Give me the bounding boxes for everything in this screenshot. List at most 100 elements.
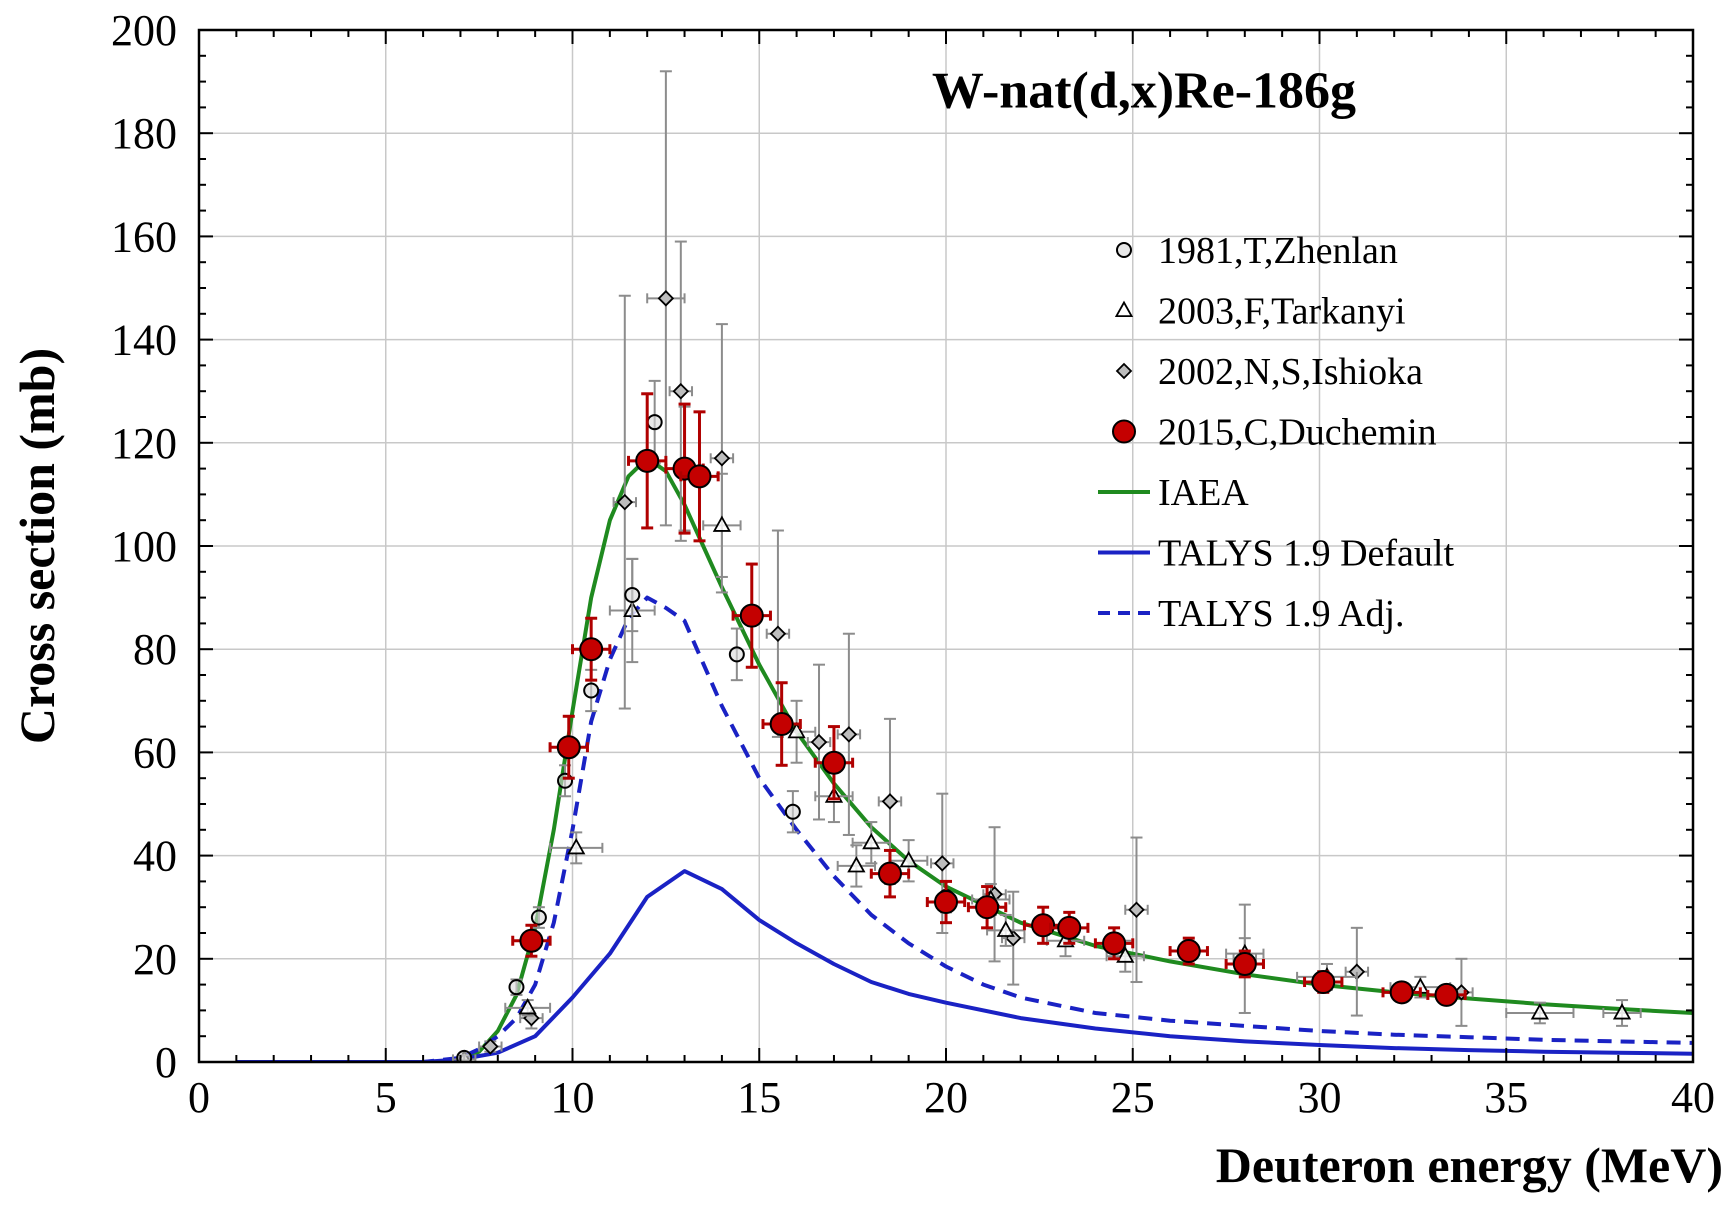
axis-ticks	[198, 29, 1694, 1063]
data-point	[1224, 949, 1265, 979]
marker-circle-filled	[1112, 419, 1136, 444]
data-point	[1505, 1001, 1575, 1025]
data-point	[530, 906, 547, 929]
y-tick-label: 180	[111, 109, 177, 158]
y-tick-label: 120	[111, 419, 177, 468]
data-point	[1049, 910, 1090, 945]
data-point	[806, 663, 832, 821]
y-tick-label: 80	[133, 625, 177, 674]
marker-circle-filled	[579, 637, 604, 662]
data-point	[836, 844, 877, 888]
marker-circle-filled	[687, 464, 712, 489]
data-point	[571, 616, 612, 682]
marker-triangle-open	[862, 832, 881, 850]
data-point	[478, 1038, 503, 1055]
data-point	[702, 472, 742, 578]
data-point	[1303, 970, 1344, 995]
legend-item-talys-1-9-default: TALYS 1.9 Default	[1098, 533, 1454, 575]
x-tick-label: 30	[1298, 1073, 1342, 1122]
data-point	[679, 410, 720, 543]
legend-item-iaea: IAEA	[1098, 472, 1249, 514]
data-point	[1602, 999, 1642, 1027]
data-point	[836, 632, 862, 836]
marker-circle-filled	[1389, 980, 1414, 1005]
marker-circle-filled	[1311, 970, 1336, 995]
marker-circle-filled	[877, 861, 902, 886]
marker-circle-open	[784, 803, 801, 820]
marker-circle-open	[530, 909, 547, 926]
x-tick-label: 35	[1484, 1073, 1528, 1122]
marker-triangle-open	[712, 515, 732, 532]
marker-circle-filled	[1232, 951, 1257, 976]
marker-circle-filled	[1031, 913, 1056, 938]
legend-label: 1981,T,Zhenlan	[1158, 230, 1398, 272]
y-tick-label: 0	[155, 1038, 177, 1087]
data-point	[504, 997, 552, 1017]
y-tick-label: 140	[111, 316, 177, 365]
marker-circle-filled	[769, 712, 794, 737]
marker-circle-filled	[975, 895, 1000, 920]
x-tick-label: 40	[1671, 1073, 1715, 1122]
data-point	[548, 714, 589, 780]
marker-circle-filled	[739, 603, 764, 628]
data-point	[761, 681, 802, 767]
x-tick-label: 10	[551, 1073, 595, 1122]
x-tick-label: 25	[1111, 1073, 1155, 1122]
data-point	[511, 923, 552, 958]
marker-triangle-open	[847, 856, 866, 873]
y-axis-title: Cross section (mb)	[9, 348, 65, 744]
y-tick-label: 160	[111, 212, 177, 261]
marker-circle-filled	[934, 890, 958, 915]
data-point	[1426, 982, 1467, 1007]
marker-circle-filled	[1102, 931, 1127, 956]
marker-circle-filled	[635, 448, 660, 473]
x-axis-title: Deuteron energy (MeV)	[1216, 1137, 1723, 1193]
data-point	[869, 848, 911, 899]
grid-lines	[198, 29, 1694, 1063]
marker-diamond-open	[713, 450, 731, 467]
legend-label: 2003,F,Tarkanyi	[1158, 291, 1406, 333]
data-point	[765, 529, 791, 738]
experimental-data	[451, 70, 1642, 1062]
data-point	[966, 885, 1008, 930]
data-point	[731, 562, 772, 669]
marker-circle-filled	[556, 735, 581, 760]
marker-circle-filled	[1176, 939, 1201, 964]
data-point	[784, 790, 801, 834]
x-tick-label: 20	[924, 1073, 968, 1122]
marker-diamond-open	[657, 290, 675, 307]
marker-triangle-open	[1530, 1003, 1549, 1020]
marker-diamond-open	[933, 855, 951, 872]
x-tick-label: 5	[375, 1073, 397, 1122]
legend-item-2003-f-tarkanyi: 2003,F,Tarkanyi	[1114, 291, 1406, 333]
marker-circle-open	[646, 414, 663, 431]
data-point	[1344, 926, 1370, 1017]
marker-diamond-open	[769, 625, 787, 642]
data-point	[851, 821, 891, 865]
marker-circle-open	[728, 646, 745, 663]
marker-circle-open	[624, 587, 641, 604]
marker-diamond-open	[840, 726, 858, 743]
data-point	[627, 392, 668, 530]
x-tick-label: 15	[737, 1073, 781, 1122]
marker-diamond-open	[881, 793, 899, 810]
y-tick-label: 20	[133, 935, 177, 984]
data-point	[1168, 936, 1209, 966]
marker-circle-open	[508, 979, 525, 996]
data-point	[925, 879, 967, 925]
legend-label: IAEA	[1158, 472, 1249, 514]
data-point	[1381, 980, 1422, 1005]
y-tick-label: 60	[133, 728, 177, 777]
marker-circle-filled	[519, 928, 544, 953]
data-point	[646, 70, 686, 527]
axis-tick-labels: 0 5 10 15 20 25 30 35 40 0 20 40 60 80 100 120 140 160 180…	[111, 6, 1715, 1122]
marker-diamond-open	[1115, 362, 1133, 380]
data-point	[549, 831, 604, 865]
marker-diamond-open	[810, 733, 828, 751]
marker-triangle-open	[1612, 1003, 1632, 1020]
marker-circle-filled	[821, 750, 846, 775]
x-tick-label: 0	[188, 1073, 210, 1122]
data-point	[624, 557, 641, 633]
